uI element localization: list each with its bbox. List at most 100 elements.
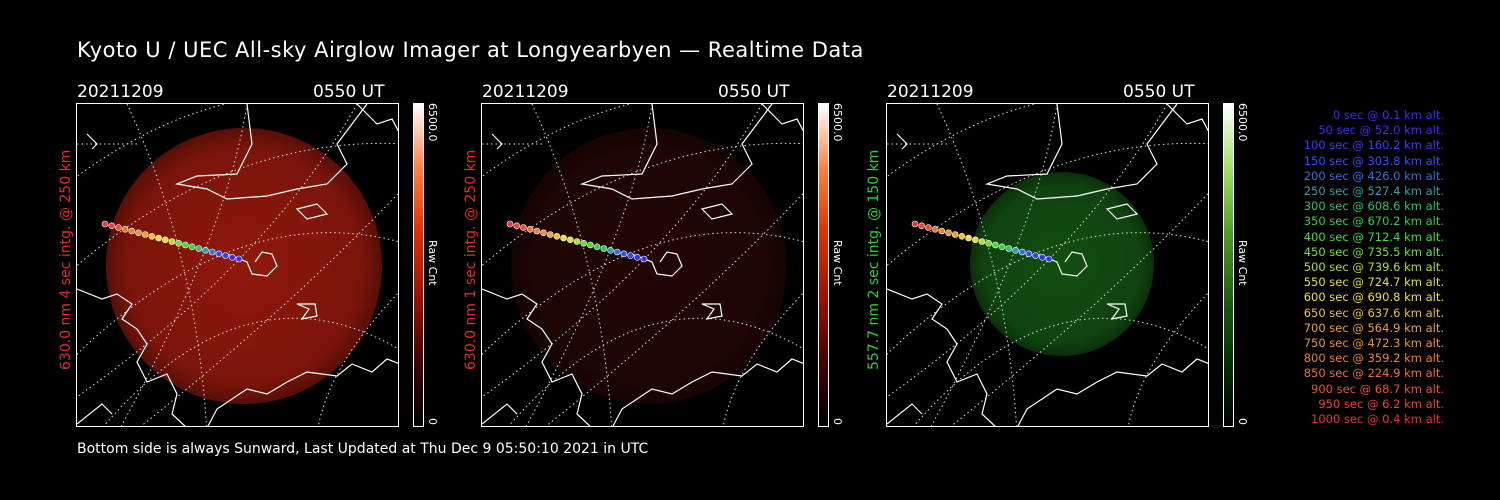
panel-3-ylabel: 557.7 nm 2 sec intg. @ 150 km <box>866 149 882 370</box>
legend-item: 300 sec @ 608.6 km alt. <box>1303 199 1444 214</box>
trajectory-point <box>580 240 587 247</box>
trajectory-point <box>513 222 521 230</box>
trajectory-point <box>148 233 156 240</box>
panel-1-time: 0550 UT <box>313 82 385 102</box>
trajectory-point <box>627 252 634 259</box>
trajectory-point <box>168 238 176 245</box>
coastlines <box>77 104 398 426</box>
trajectory-point <box>208 248 216 256</box>
trajectory-point <box>945 229 952 237</box>
trajectory-point <box>1045 255 1053 263</box>
trajectory-point <box>607 247 614 254</box>
trajectory-point <box>951 231 959 238</box>
trajectory-point <box>634 254 641 261</box>
legend-item: 650 sec @ 637.6 km alt. <box>1303 305 1444 320</box>
page-title: Kyoto U / UEC All-sky Airglow Imager at … <box>77 38 864 62</box>
legend-item: 550 sec @ 724.7 km alt. <box>1303 275 1444 290</box>
trajectory-point <box>101 220 109 228</box>
panel-1-cbar-min: 0 <box>426 418 439 425</box>
trajectory-point <box>560 234 567 242</box>
panel-3-colorbar <box>1223 103 1234 427</box>
trajectory-point <box>600 245 608 252</box>
trajectory-point <box>215 250 223 258</box>
trajectory-point <box>506 220 514 228</box>
trajectory-point <box>640 255 648 263</box>
legend-item: 450 sec @ 735.5 km alt. <box>1303 244 1444 259</box>
panel-2-date: 20211209 <box>482 82 569 102</box>
trajectory-point <box>931 226 939 233</box>
trajectory-point <box>526 226 534 233</box>
legend-item: 500 sec @ 739.6 km alt. <box>1303 260 1444 275</box>
trajectory-point <box>972 236 979 244</box>
trajectory-point <box>195 245 203 252</box>
trajectory-point <box>540 229 547 237</box>
trajectory-point <box>222 252 229 259</box>
trajectory-point <box>202 247 209 254</box>
trajectory-point <box>546 231 554 238</box>
trajectory-point <box>235 255 243 263</box>
panel-2-cbar-max: 6500.0 <box>831 103 844 142</box>
trajectory-point <box>229 254 236 261</box>
trajectory-point <box>1039 254 1046 261</box>
panel-3-date: 20211209 <box>887 82 974 102</box>
trajectory-point <box>1025 250 1033 258</box>
trajectory-point <box>135 229 142 237</box>
footer-status: Bottom side is always Sunward, Last Upda… <box>77 441 649 457</box>
trajectory-point <box>567 236 574 244</box>
legend-item: 800 sec @ 359.2 km alt. <box>1303 351 1444 366</box>
panel-1-date: 20211209 <box>77 82 164 102</box>
trajectory-point <box>1012 247 1019 254</box>
trajectory-point <box>553 233 561 240</box>
trajectory-point <box>128 227 136 235</box>
trajectory-point <box>992 241 999 249</box>
legend-item: 600 sec @ 690.8 km alt. <box>1303 290 1444 305</box>
sky-map <box>887 104 1208 426</box>
graticule <box>887 104 1208 426</box>
legend-item: 200 sec @ 426.0 km alt. <box>1303 168 1444 183</box>
legend-item: 1000 sec @ 0.4 km alt. <box>1311 412 1444 427</box>
sky-map <box>482 104 803 426</box>
trajectory-point <box>918 222 926 230</box>
legend-item: 0 sec @ 0.1 km alt. <box>1332 108 1444 122</box>
legend-item: 700 sec @ 564.9 km alt. <box>1303 320 1444 335</box>
trajectory-point <box>911 220 919 228</box>
trajectory <box>101 220 243 263</box>
trajectory-point <box>985 240 992 247</box>
trajectory-point <box>613 248 621 256</box>
trajectory-point <box>978 238 986 245</box>
panel-1-cbar-max: 6500.0 <box>426 103 439 142</box>
legend-item: 750 sec @ 472.3 km alt. <box>1303 336 1444 351</box>
trajectory-point <box>1018 248 1026 256</box>
trajectory-point <box>533 227 541 235</box>
trajectory-point <box>188 243 196 251</box>
trajectory-point <box>115 224 122 231</box>
trajectory-point <box>965 234 972 242</box>
panel-1-colorbar <box>413 103 424 427</box>
panel-1-ylabel: 630.0 nm 4 sec intg. @ 250 km <box>58 149 74 370</box>
panel-2-cbar-min: 0 <box>831 418 844 425</box>
airglow-disc <box>970 172 1154 356</box>
panel-2-image <box>481 103 804 427</box>
legend-item: 150 sec @ 303.8 km alt. <box>1303 153 1444 168</box>
trajectory-point <box>141 231 149 238</box>
trajectory-point <box>998 243 1006 251</box>
trajectory-point <box>958 233 966 240</box>
panel-2-time: 0550 UT <box>718 82 790 102</box>
trajectory-point <box>175 240 182 247</box>
trajectory-point <box>520 224 527 231</box>
panel-2-colorbar <box>818 103 829 427</box>
panel-2-cbar-label: Raw Cnt <box>831 240 844 286</box>
airglow-disc <box>511 128 787 404</box>
legend-item: 900 sec @ 68.7 km alt. <box>1311 381 1444 396</box>
panel-3-cbar-max: 6500.0 <box>1236 103 1249 142</box>
trajectory-point <box>1032 252 1039 259</box>
airglow-disc <box>106 128 382 404</box>
legend-item: 50 sec @ 52.0 km alt. <box>1318 123 1444 138</box>
legend-item: 400 sec @ 712.4 km alt. <box>1303 229 1444 244</box>
trajectory <box>911 220 1053 263</box>
panel-3-image <box>886 103 1209 427</box>
trajectory-point <box>162 236 169 244</box>
sky-map <box>77 104 398 426</box>
trajectory-point <box>587 241 594 249</box>
trajectory-legend: 0 sec @ 0.1 km alt. 50 sec @ 52.0 km alt… <box>1262 108 1444 427</box>
